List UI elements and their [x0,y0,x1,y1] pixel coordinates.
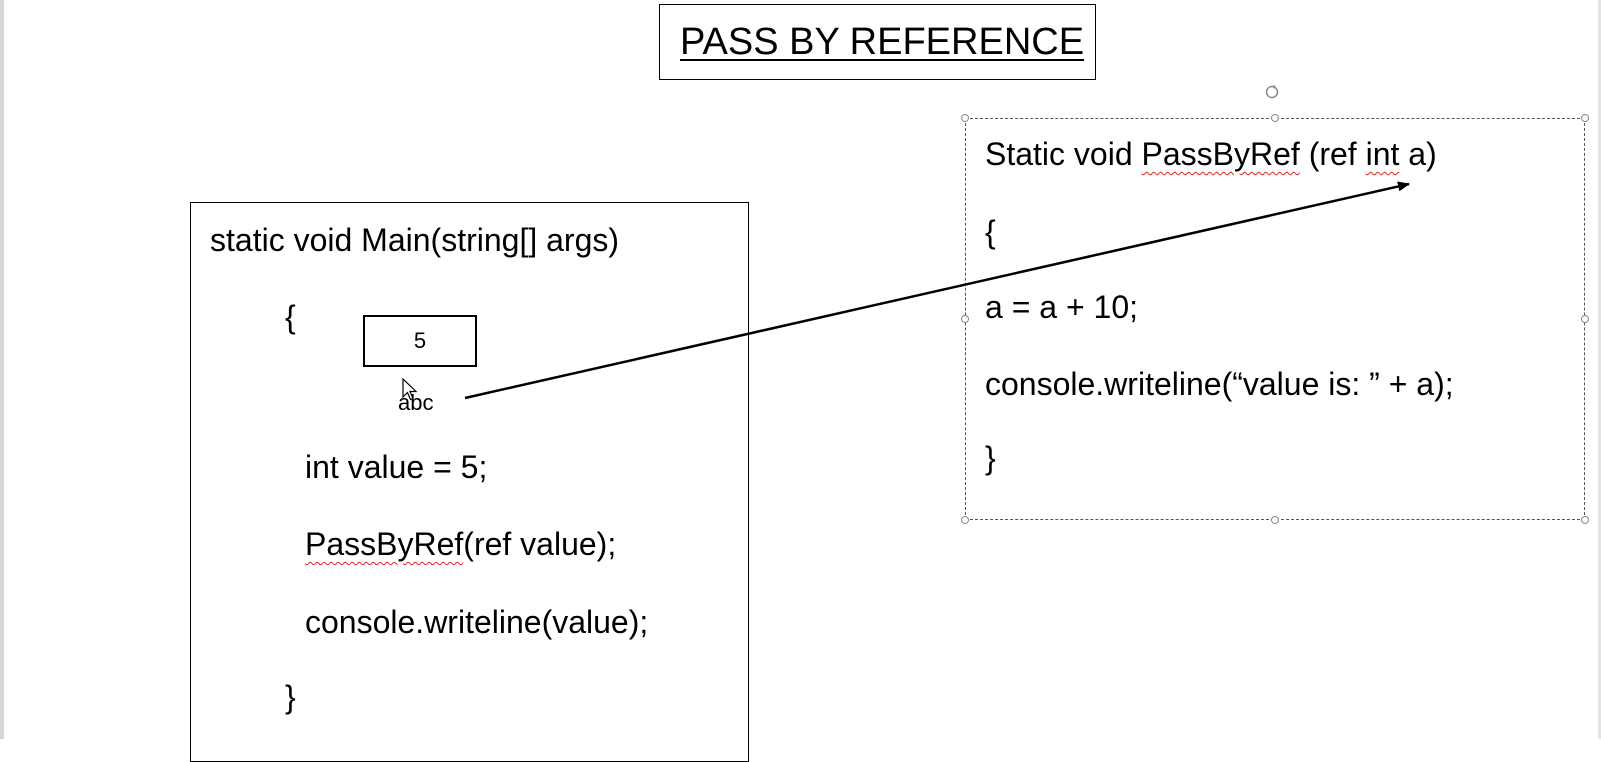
right-window-edge [1598,0,1601,739]
rotate-handle-icon[interactable] [1264,84,1280,100]
ref-sig-prefix: Static void [985,136,1142,172]
main-call: PassByRef(ref value); [305,528,616,560]
ref-open-brace: { [985,214,996,250]
resize-handle-mr[interactable] [1581,315,1589,323]
main-close-brace: } [285,679,296,715]
page-title: PASS BY REFERENCE [680,21,1085,63]
ref-print: console.writeline(“value is: ” + a); [985,366,1454,402]
resize-handle-bl[interactable] [961,516,969,524]
ref-sig-type: int [1365,136,1400,172]
resize-handle-tm[interactable] [1271,114,1279,122]
ref-sig-suffix: a) [1399,136,1437,172]
resize-handle-ml[interactable] [961,315,969,323]
ref-close-brace: } [985,440,996,476]
resize-handle-tl[interactable] [961,114,969,122]
ref-signature: Static void PassByRef (ref int a) [985,138,1437,170]
main-open-brace: { [285,299,296,335]
ref-assignment: a = a + 10; [985,289,1139,325]
ref-sig-name: PassByRef [1141,136,1300,172]
main-signature: static void Main(string[] args) [210,222,620,258]
memory-value-box[interactable]: 5 [363,315,477,367]
ref-sig-mid: (ref [1299,136,1366,172]
main-declaration: int value = 5; [305,449,488,485]
left-window-edge [0,0,4,739]
main-print: console.writeline(value); [305,604,649,640]
resize-handle-bm[interactable] [1271,516,1279,524]
mouse-pointer-icon [402,378,418,401]
main-call-args: (ref value); [463,526,617,562]
resize-handle-br[interactable] [1581,516,1589,524]
title-box[interactable]: PASS BY REFERENCE [659,4,1096,80]
resize-handle-tr[interactable] [1581,114,1589,122]
main-call-name: PassByRef [305,526,464,562]
